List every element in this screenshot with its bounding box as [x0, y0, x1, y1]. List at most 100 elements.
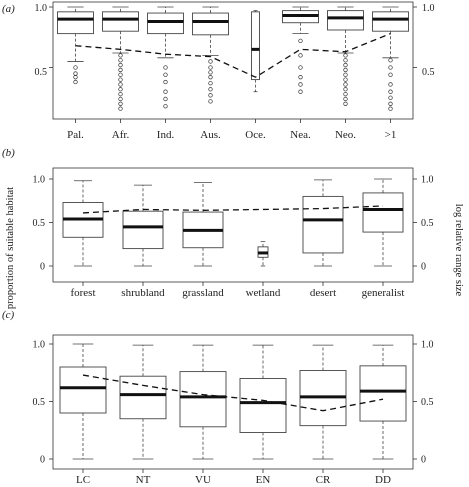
panel-b-x-tick-label: shrubland — [121, 287, 165, 299]
panel-a-outlier — [343, 82, 348, 87]
panel-a-outlier — [298, 82, 303, 87]
panel-a-outlier — [388, 95, 393, 100]
panel-b-left-tick-label: 0 — [40, 262, 45, 273]
panel-c-left-tick-label: 0 — [40, 455, 45, 466]
panel-a-outlier — [343, 58, 348, 63]
panel-c-x-tick-label: EN — [256, 474, 271, 486]
panel-a-x-tick-label: Pal. — [67, 129, 84, 141]
panel-b-x-tick-label: forest — [70, 287, 95, 299]
panel-a-outlier — [343, 53, 348, 58]
panel-a-x-tick-label: >1 — [385, 129, 397, 141]
panel-b-frame — [52, 167, 414, 283]
panel-a-outlier — [208, 59, 213, 64]
panel-a-x-tick-label: Oce. — [245, 129, 266, 141]
panel-a-left-tick-0-5: 0.5 — [35, 67, 48, 78]
panel-c-plot: 0 0 0.5 0.5 1.0 1.0 LC NT VU EN CR DD — [33, 340, 434, 487]
panel-a-outlier — [208, 65, 213, 70]
panel-a-box — [192, 12, 229, 36]
panel-c-x-tick-label: DD — [375, 474, 391, 486]
panel-a-box — [57, 11, 94, 35]
panel-a-outlier — [163, 72, 168, 77]
panel-a-outlier — [388, 72, 393, 77]
panel-a-outlier — [73, 79, 78, 85]
panel-c-box — [359, 365, 407, 422]
panel-a-outlier — [118, 53, 123, 58]
panel-a-outlier — [163, 96, 168, 102]
panel-b-right-tick-label: 0 — [421, 262, 426, 273]
panel-b-box — [362, 192, 404, 233]
panel-a-outlier — [388, 106, 393, 111]
panel-b-right-axis-title: log relative range size — [453, 204, 464, 297]
panel-a-axes: 1.0 0.5 1.0 0.5 — [35, 3, 435, 78]
panel-a-outlier — [163, 104, 168, 109]
panel-a-box — [327, 10, 364, 31]
panel-a-outlier — [343, 87, 348, 92]
panel-a-label: (a) — [2, 3, 15, 15]
panel-a-outlier — [343, 96, 348, 102]
panel-a-outlier — [118, 58, 123, 63]
panel-c-label: (c) — [2, 309, 15, 321]
panel-a-outlier — [118, 72, 123, 77]
panel-a-outlier — [118, 62, 123, 68]
panel-a-outlier — [298, 53, 303, 58]
panel-b-x-tick-label: wetland — [246, 287, 281, 299]
panel-b: (b) 0 0 0.5 0.5 1.0 1.0 forest shrubland grassla… — [2, 147, 464, 309]
panel-a-outlier — [298, 65, 303, 70]
panel-a-outlier — [388, 82, 393, 87]
panel-b-left-axis-title: proportion of suitable habitat — [5, 187, 16, 309]
panel-a-outlier — [343, 77, 348, 82]
panel-a-dashed-trend-line — [75, 33, 391, 78]
panel-a-outlier — [208, 93, 213, 98]
panel-c-right-tick-label: 0.5 — [421, 397, 434, 408]
panel-c-dashed-trend-line — [82, 374, 384, 412]
panel-c-right-tick-label: 1.0 — [421, 340, 434, 351]
panel-a-x-tick-label: Ind. — [157, 129, 175, 141]
panel-a-outlier — [163, 79, 168, 85]
panel-c-x-tick-label: NT — [136, 474, 151, 486]
panel-a-outlier — [118, 67, 123, 73]
panel-a-outlier — [343, 91, 348, 97]
panel-a-box — [147, 12, 184, 35]
panel-a-outlier — [388, 65, 393, 70]
panel-b-right-tick-label: 1.0 — [421, 175, 434, 186]
panel-a-right-tick-0-5: 0.5 — [422, 67, 435, 78]
panel-a-x-tick-label: Nea. — [290, 129, 311, 141]
panel-b-box — [302, 195, 344, 254]
panel-c-box — [239, 378, 287, 433]
panel-a-outlier — [208, 87, 213, 92]
panel-a-outlier — [343, 101, 348, 106]
panel-a-x-tick-label: Neo. — [335, 129, 356, 141]
panel-c-x-tick-label: CR — [316, 474, 331, 486]
panel-a-x-tick-label: Afr. — [112, 129, 130, 141]
panel-c-left-tick-label: 0.5 — [33, 397, 46, 408]
panel-a-outlier — [208, 70, 213, 75]
panel-a-outlier — [298, 75, 303, 80]
panel-a-outlier — [298, 89, 303, 94]
panel-c-box — [179, 371, 227, 428]
panel-b-label: (b) — [2, 147, 15, 159]
panel-a-outlier — [388, 58, 393, 63]
panel-b-right-tick-label: 0.5 — [421, 218, 434, 229]
panel-c: (c) 0 0 0.5 0.5 1.0 1.0 LC NT VU EN CR DD — [2, 309, 434, 486]
panel-a-outlier — [73, 71, 78, 76]
panel-a-plot: Pal. Afr. Ind. Aus. Oce. Nea. Neo. >1 — [49, 6, 417, 141]
panel-a-outlier — [118, 82, 123, 87]
panel-b-left-tick-label: 1.0 — [33, 175, 46, 186]
panel-a-outlier — [73, 75, 78, 80]
panel-a-outlier — [163, 89, 168, 94]
panel-b-x-tick-label: desert — [310, 287, 336, 299]
panel-a-box — [102, 11, 139, 32]
panel-c-x-tick-label: LC — [76, 474, 90, 486]
panel-b-x-tick-label: grassland — [182, 287, 224, 299]
panel-a-outlier — [208, 81, 213, 86]
panel-a-outlier — [343, 67, 348, 73]
panel-a-outlier — [208, 75, 213, 80]
panel-b-plot: 0 0 0.5 0.5 1.0 1.0 forest shrubland grassland we… — [33, 175, 434, 300]
panel-c-right-tick-label: 0 — [421, 455, 426, 466]
panel-a-frame — [52, 1, 414, 120]
panel-c-x-tick-label: VU — [195, 474, 211, 486]
panel-b-box — [122, 210, 164, 250]
panel-a-box — [251, 11, 260, 81]
panel-b-x-tick-label: generalist — [362, 287, 405, 299]
